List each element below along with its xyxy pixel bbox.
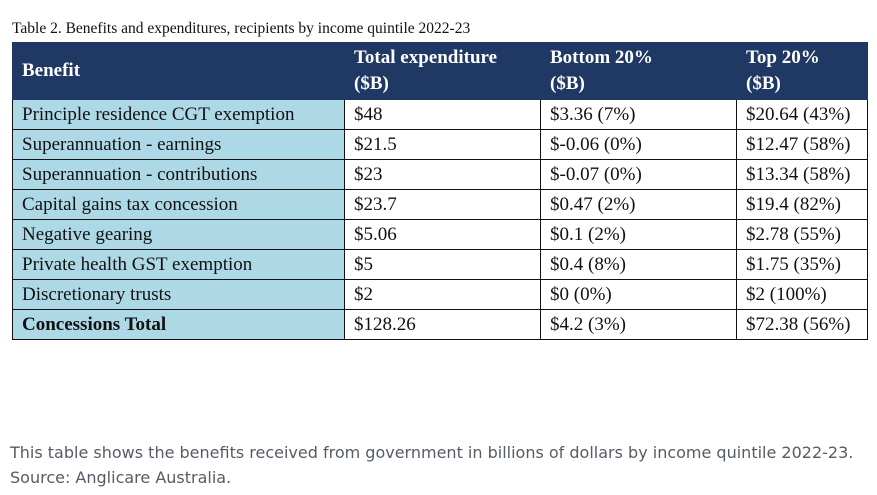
total-row: Concessions Total $128.26 $4.2 (3%) $72.… (12, 309, 868, 340)
benefit-cell: Superannuation - earnings (12, 129, 345, 160)
table-row: Capital gains tax concession $23.7 $0.47… (12, 189, 868, 220)
benefit-cell: Capital gains tax concession (12, 189, 345, 220)
total-top-cell: $72.38 (56%) (736, 309, 868, 340)
top-cell: $1.75 (35%) (736, 249, 868, 280)
top-cell: $13.34 (58%) (736, 159, 868, 190)
table-row: Superannuation - earnings $21.5 $-0.06 (… (12, 129, 868, 160)
header-benefit: Benefit (12, 42, 345, 100)
bottom-cell: $3.36 (7%) (540, 99, 737, 130)
bottom-cell: $-0.07 (0%) (540, 159, 737, 190)
bottom-cell: $0.4 (8%) (540, 249, 737, 280)
top-cell: $2 (100%) (736, 279, 868, 310)
benefit-cell: Discretionary trusts (12, 279, 345, 310)
benefit-cell: Private health GST exemption (12, 249, 345, 280)
table-row: Negative gearing $5.06 $0.1 (2%) $2.78 (… (12, 219, 868, 250)
bottom-cell: $0 (0%) (540, 279, 737, 310)
benefit-cell: Principle residence CGT exemption (12, 99, 345, 130)
header-bottom-20: Bottom 20% ($B) (540, 42, 737, 100)
top-cell: $20.64 (43%) (736, 99, 868, 130)
total-cell: $5.06 (344, 219, 541, 250)
top-cell: $19.4 (82%) (736, 189, 868, 220)
total-total-cell: $128.26 (344, 309, 541, 340)
header-top-20: Top 20% ($B) (736, 42, 868, 100)
total-cell: $23.7 (344, 189, 541, 220)
table-caption: This table shows the benefits received f… (10, 443, 854, 487)
total-bottom-cell: $4.2 (3%) (540, 309, 737, 340)
bottom-cell: $0.1 (2%) (540, 219, 737, 250)
table-title: Table 2. Benefits and expenditures, reci… (12, 20, 471, 37)
header-total-expenditure: Total expenditure ($B) (344, 42, 541, 100)
table-header-row: Benefit Total expenditure ($B) Bottom 20… (12, 42, 868, 100)
total-cell: $21.5 (344, 129, 541, 160)
benefit-cell: Negative gearing (12, 219, 345, 250)
bottom-cell: $-0.06 (0%) (540, 129, 737, 160)
total-cell: $48 (344, 99, 541, 130)
table-row: Principle residence CGT exemption $48 $3… (12, 99, 868, 130)
total-cell: $2 (344, 279, 541, 310)
total-cell: $5 (344, 249, 541, 280)
total-cell: $23 (344, 159, 541, 190)
bottom-cell: $0.47 (2%) (540, 189, 737, 220)
table-row: Discretionary trusts $2 $0 (0%) $2 (100%… (12, 279, 868, 310)
total-benefit-cell: Concessions Total (12, 309, 345, 340)
top-cell: $12.47 (58%) (736, 129, 868, 160)
top-cell: $2.78 (55%) (736, 219, 868, 250)
benefit-cell: Superannuation - contributions (12, 159, 345, 190)
benefits-table: Benefit Total expenditure ($B) Bottom 20… (12, 42, 868, 340)
table-row: Superannuation - contributions $23 $-0.0… (12, 159, 868, 190)
table-row: Private health GST exemption $5 $0.4 (8%… (12, 249, 868, 280)
